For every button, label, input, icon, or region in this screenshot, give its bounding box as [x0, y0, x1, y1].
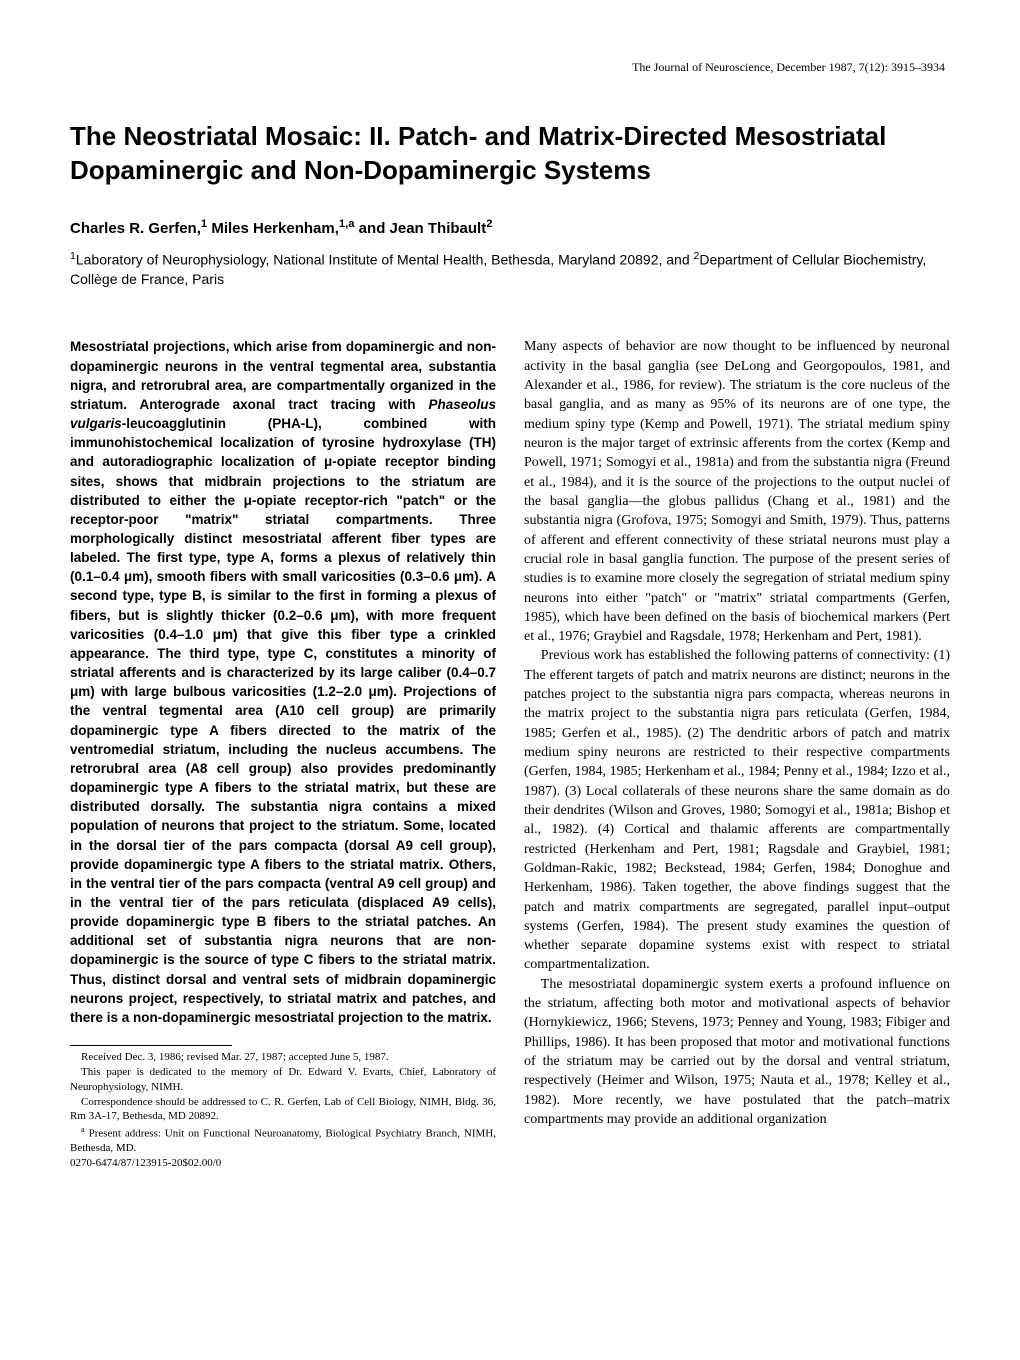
- footnote-present-address: a Present address: Unit on Functional Ne…: [70, 1125, 496, 1155]
- footnotes: Received Dec. 3, 1986; revised Mar. 27, …: [70, 1050, 496, 1170]
- body-paragraph-1: Many aspects of behavior are now thought…: [524, 337, 950, 646]
- authors: Charles R. Gerfen,1 Miles Herkenham,1,a …: [70, 218, 950, 237]
- page: The Journal of Neuroscience, December 19…: [0, 0, 1020, 1211]
- footnote-rule: [70, 1045, 232, 1046]
- abstract: Mesostriatal projections, which arise fr…: [70, 337, 496, 1027]
- body-paragraph-3: The mesostriatal dopaminergic system exe…: [524, 975, 950, 1130]
- footnote-received: Received Dec. 3, 1986; revised Mar. 27, …: [70, 1050, 496, 1064]
- footnote-correspondence: Correspondence should be addressed to C.…: [70, 1095, 496, 1124]
- two-column-layout: Mesostriatal projections, which arise fr…: [70, 337, 950, 1171]
- affiliations: 1Laboratory of Neurophysiology, National…: [70, 249, 950, 290]
- body-paragraph-2: Previous work has established the follow…: [524, 646, 950, 974]
- right-column: Many aspects of behavior are now thought…: [524, 337, 950, 1171]
- article-title: The Neostriatal Mosaic: II. Patch- and M…: [70, 120, 950, 188]
- left-column: Mesostriatal projections, which arise fr…: [70, 337, 496, 1171]
- running-head: The Journal of Neuroscience, December 19…: [70, 60, 950, 75]
- footnote-dedication: This paper is dedicated to the memory of…: [70, 1065, 496, 1094]
- footnote-copyright: 0270-6474/87/123915-20$02.00/0: [70, 1156, 496, 1170]
